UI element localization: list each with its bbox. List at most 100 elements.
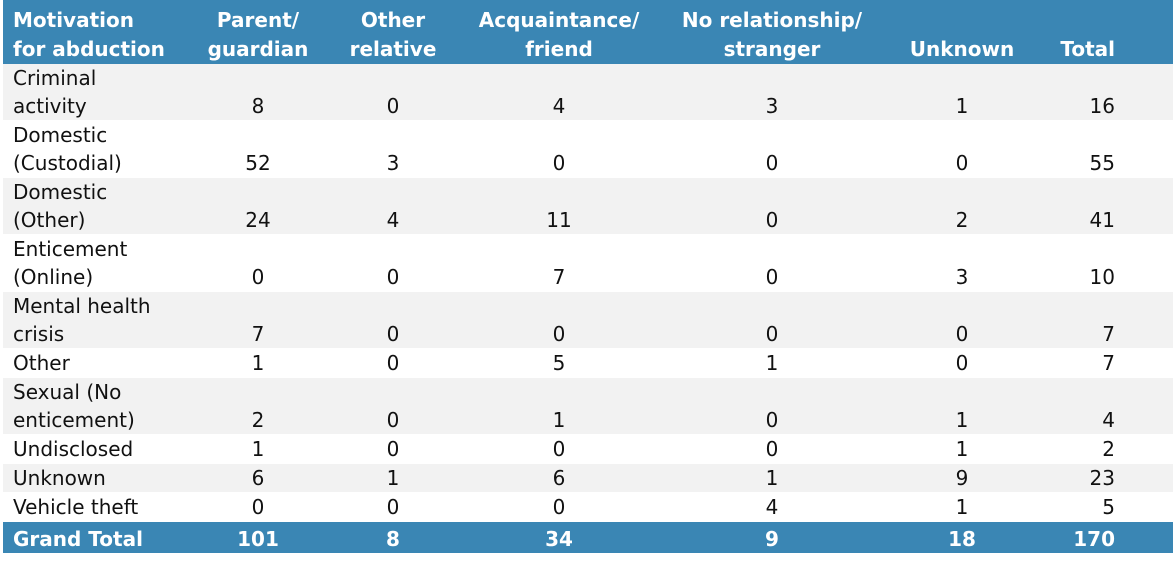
value-cell: 0	[325, 234, 461, 292]
cell-line: Mental health	[13, 294, 151, 318]
cell-line: crisis	[13, 322, 65, 346]
cell-line: guardian	[207, 37, 309, 61]
cell-line: for abduction	[13, 37, 165, 61]
value-cell: 1	[325, 463, 461, 493]
value-cell: 2	[1037, 434, 1173, 464]
cell-line: (Other)	[13, 208, 86, 232]
row-label: Vehicle theft	[3, 492, 191, 522]
cell-line: Domestic	[13, 123, 108, 147]
data-row: Domestic (Other) 24 4 11 0 2 41	[3, 177, 1173, 235]
cell-line: relative	[349, 37, 437, 61]
row-label: Other	[3, 348, 191, 378]
value-cell: 4	[325, 177, 461, 235]
data-row: Sexual (No enticement) 2 0 1 0 1 4	[3, 377, 1173, 435]
cell-line: Grand Total	[13, 527, 143, 551]
cell-line: Other	[360, 8, 426, 32]
value-cell: 11	[461, 177, 657, 235]
value-cell: 1	[461, 377, 657, 435]
value-cell: 1	[887, 64, 1037, 121]
value-cell: 0	[461, 120, 657, 178]
table-header: Motivation for abduction Parent/guardian Ot…	[3, 0, 1173, 64]
cell-line: Criminal	[13, 66, 97, 90]
cell-line: Unknown	[13, 466, 106, 490]
cell-line: Sexual (No	[13, 380, 122, 404]
value-cell: 6	[191, 463, 325, 493]
value-cell: 3	[657, 64, 887, 121]
cell-line: (Online)	[13, 265, 94, 289]
row-label: Mental health crisis	[3, 291, 191, 349]
value-cell: 9	[657, 521, 887, 553]
data-row: Domestic (Custodial) 52 3 0 0 0 55	[3, 120, 1173, 178]
cell-line: Unknown	[909, 37, 1015, 61]
value-cell: 2	[887, 177, 1037, 235]
cell-line: Motivation	[13, 8, 134, 32]
column-header: Unknown	[887, 0, 1037, 64]
column-header: Total	[1037, 0, 1173, 64]
value-cell: 1	[887, 492, 1037, 522]
value-cell: 4	[657, 492, 887, 522]
row-label: Grand Total	[3, 521, 191, 553]
value-cell: 16	[1037, 64, 1173, 121]
value-cell: 0	[325, 377, 461, 435]
value-cell: 9	[887, 463, 1037, 493]
value-cell: 170	[1037, 521, 1173, 553]
value-cell: 10	[1037, 234, 1173, 292]
row-label: Criminal activity	[3, 64, 191, 121]
cell-line: (Custodial)	[13, 151, 122, 175]
row-label: Sexual (No enticement)	[3, 377, 191, 435]
cell-line: Parent/	[216, 8, 300, 32]
value-cell: 4	[461, 64, 657, 121]
value-cell: 24	[191, 177, 325, 235]
data-row: Criminal activity 8 0 4 3 1 16	[3, 64, 1173, 121]
value-cell: 4	[1037, 377, 1173, 435]
value-cell: 8	[191, 64, 325, 121]
data-row: Vehicle theft 0 0 0 4 1 5	[3, 492, 1173, 522]
value-cell: 0	[461, 492, 657, 522]
value-cell: 0	[325, 291, 461, 349]
value-cell: 1	[191, 348, 325, 378]
value-cell: 0	[657, 234, 887, 292]
data-row: Other 1 0 5 1 0 7	[3, 348, 1173, 378]
value-cell: 18	[887, 521, 1037, 553]
value-cell: 1	[657, 463, 887, 493]
column-header: Acquaintance/friend	[461, 0, 657, 64]
value-cell: 0	[325, 434, 461, 464]
cell-line: enticement)	[13, 408, 135, 432]
cell-line: stranger	[723, 37, 821, 61]
value-cell: 0	[325, 348, 461, 378]
value-cell: 0	[191, 492, 325, 522]
value-cell: 3	[887, 234, 1037, 292]
value-cell: 55	[1037, 120, 1173, 178]
value-cell: 0	[887, 120, 1037, 178]
data-row: Mental health crisis 7 0 0 0 0 7	[3, 291, 1173, 349]
cell-line: Enticement	[13, 237, 128, 261]
cell-line: Acquaintance/	[478, 8, 640, 32]
value-cell: 0	[657, 377, 887, 435]
column-header: Other relative	[325, 0, 461, 64]
value-cell: 0	[325, 64, 461, 121]
value-cell: 1	[657, 348, 887, 378]
value-cell: 7	[1037, 291, 1173, 349]
data-row: Enticement (Online) 0 0 7 0 3 10	[3, 234, 1173, 292]
value-cell: 3	[325, 120, 461, 178]
column-header: Motivation for abduction	[3, 0, 191, 64]
row-label: Unknown	[3, 463, 191, 493]
value-cell: 0	[657, 434, 887, 464]
data-row: Undisclosed 1 0 0 0 1 2	[3, 434, 1173, 464]
value-cell: 0	[657, 291, 887, 349]
cell-line: friend	[525, 37, 593, 61]
cell-line: Vehicle theft	[13, 495, 139, 519]
value-cell: 0	[461, 291, 657, 349]
cell-line: Total	[1060, 37, 1115, 61]
value-cell: 0	[887, 291, 1037, 349]
row-label: Undisclosed	[3, 434, 191, 464]
column-header: Parent/guardian	[191, 0, 325, 64]
cell-line: activity	[13, 94, 87, 118]
value-cell: 0	[461, 434, 657, 464]
cell-line: Undisclosed	[13, 437, 134, 461]
value-cell: 0	[657, 177, 887, 235]
cell-line: Other	[13, 351, 70, 375]
total-row: Grand Total 101 8 34 9 18 170	[3, 521, 1173, 553]
value-cell: 34	[461, 521, 657, 553]
